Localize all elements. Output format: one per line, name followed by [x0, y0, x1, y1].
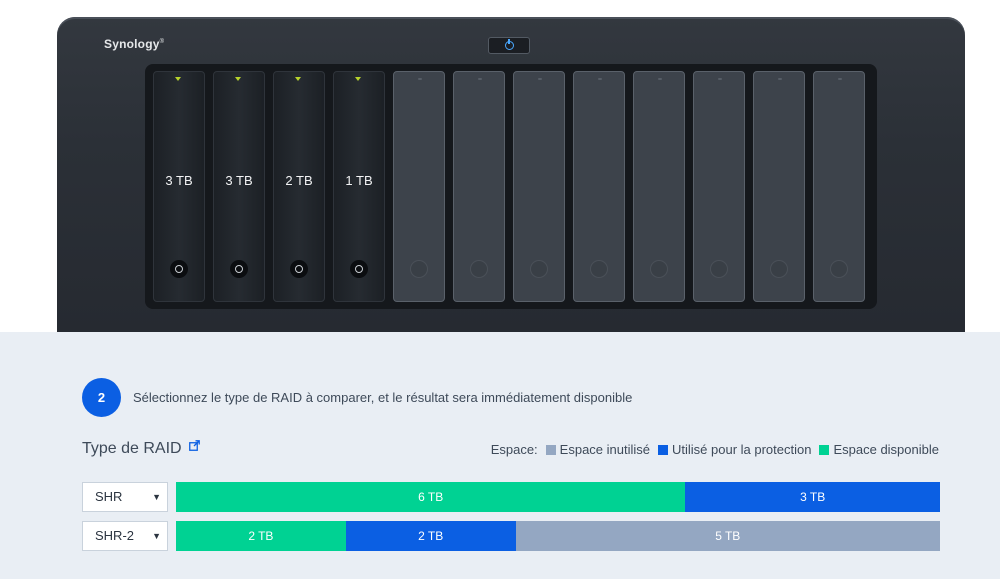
legend-swatch-protection [658, 444, 668, 455]
drive-bay-installed[interactable]: 1 TB [333, 71, 385, 302]
legend-item-protection: Utilisé pour la protection [672, 442, 812, 457]
legend-swatch-unused [545, 444, 556, 455]
drive-capacity-label: 3 TB [165, 173, 193, 188]
tray-lock-icon [770, 260, 788, 278]
status-led-icon [658, 78, 662, 80]
tray-lock-icon [410, 260, 428, 278]
status-led-icon [718, 78, 722, 80]
drive-bay-empty[interactable] [633, 71, 685, 302]
tray-lock-icon [230, 260, 248, 278]
chevron-down-icon: ▼ [152, 531, 161, 541]
tray-lock-icon [170, 260, 188, 278]
tray-lock-icon [350, 260, 368, 278]
status-led-icon [598, 78, 602, 80]
tray-lock-icon [830, 260, 848, 278]
drive-bay-empty[interactable] [513, 71, 565, 302]
drive-capacity-label: 1 TB [345, 173, 373, 188]
space-legend: Espace: Espace inutilisé Utilisé pour la… [491, 442, 939, 457]
drive-bay-empty[interactable] [453, 71, 505, 302]
status-led-icon [355, 77, 361, 81]
capacity-bar: 2 TB 2 TB 5 TB [176, 521, 940, 551]
drive-bay-installed[interactable]: 3 TB [153, 71, 205, 302]
bar-segment-available: 6 TB [176, 482, 686, 512]
step-number-badge: 2 [82, 378, 121, 417]
drive-bay-empty[interactable] [813, 71, 865, 302]
drive-bay-empty[interactable] [693, 71, 745, 302]
raid-row-shr2: SHR-2 ▼ 2 TB 2 TB 5 TB [82, 521, 940, 551]
drive-capacity-label: 3 TB [225, 173, 253, 188]
nas-device: Synology® 3 TB 3 TB 2 TB 1 TB [57, 17, 965, 332]
drive-bay-installed[interactable]: 3 TB [213, 71, 265, 302]
bar-segment-label: 2 TB [418, 529, 444, 543]
raid-type-select[interactable]: SHR ▼ [82, 482, 168, 512]
raid-type-title: Type de RAID [82, 440, 182, 457]
legend-item-unused: Espace inutilisé [559, 442, 650, 457]
legend-item-available: Espace disponible [833, 442, 939, 457]
status-led-icon [295, 77, 301, 81]
status-led-icon [838, 78, 842, 80]
drive-bay-installed[interactable]: 2 TB [273, 71, 325, 302]
status-led-icon [478, 78, 482, 80]
status-led-icon [538, 78, 542, 80]
legend-label: Espace: [490, 442, 538, 457]
raid-type-select[interactable]: SHR-2 ▼ [82, 521, 168, 551]
power-icon [505, 39, 514, 50]
bar-segment-label: 3 TB [800, 490, 826, 504]
raid-type-select-value: SHR-2 [95, 528, 135, 543]
chevron-down-icon: ▼ [152, 492, 161, 502]
tray-lock-icon [590, 260, 608, 278]
legend-swatch-available [819, 444, 830, 455]
capacity-bar: 6 TB 3 TB [176, 482, 940, 512]
bar-segment-label: 6 TB [418, 490, 444, 504]
tray-lock-icon [290, 260, 308, 278]
bar-segment-label: 5 TB [715, 529, 741, 543]
tray-lock-icon [650, 260, 668, 278]
bar-segment-label: 2 TB [248, 529, 274, 543]
drive-capacity-label: 2 TB [285, 173, 313, 188]
drive-bay-empty[interactable] [393, 71, 445, 302]
bar-segment-unused: 5 TB [515, 521, 940, 551]
bar-segment-protection: 2 TB [345, 521, 516, 551]
tray-lock-icon [470, 260, 488, 278]
status-led-icon [418, 78, 422, 80]
drive-bay-frame: 3 TB 3 TB 2 TB 1 TB [145, 64, 877, 309]
tray-lock-icon [530, 260, 548, 278]
tray-lock-icon [710, 260, 728, 278]
status-led-icon [235, 77, 241, 81]
raid-type-select-value: SHR [95, 489, 123, 504]
status-led-icon [175, 77, 181, 81]
power-button [488, 37, 530, 54]
synology-logo: Synology® [104, 37, 165, 51]
raid-row-shr: SHR ▼ 6 TB 3 TB [82, 482, 940, 512]
status-led-icon [778, 78, 782, 80]
external-link-icon[interactable] [189, 438, 200, 456]
bar-segment-protection: 3 TB [685, 482, 940, 512]
drive-bay-empty[interactable] [573, 71, 625, 302]
raid-type-heading: Type de RAID [82, 440, 200, 458]
drive-bay-empty[interactable] [753, 71, 805, 302]
bar-segment-available: 2 TB [176, 521, 346, 551]
raid-config-panel: 2 Sélectionnez le type de RAID à compare… [0, 332, 1000, 579]
step-instruction: Sélectionnez le type de RAID à comparer,… [133, 390, 633, 405]
